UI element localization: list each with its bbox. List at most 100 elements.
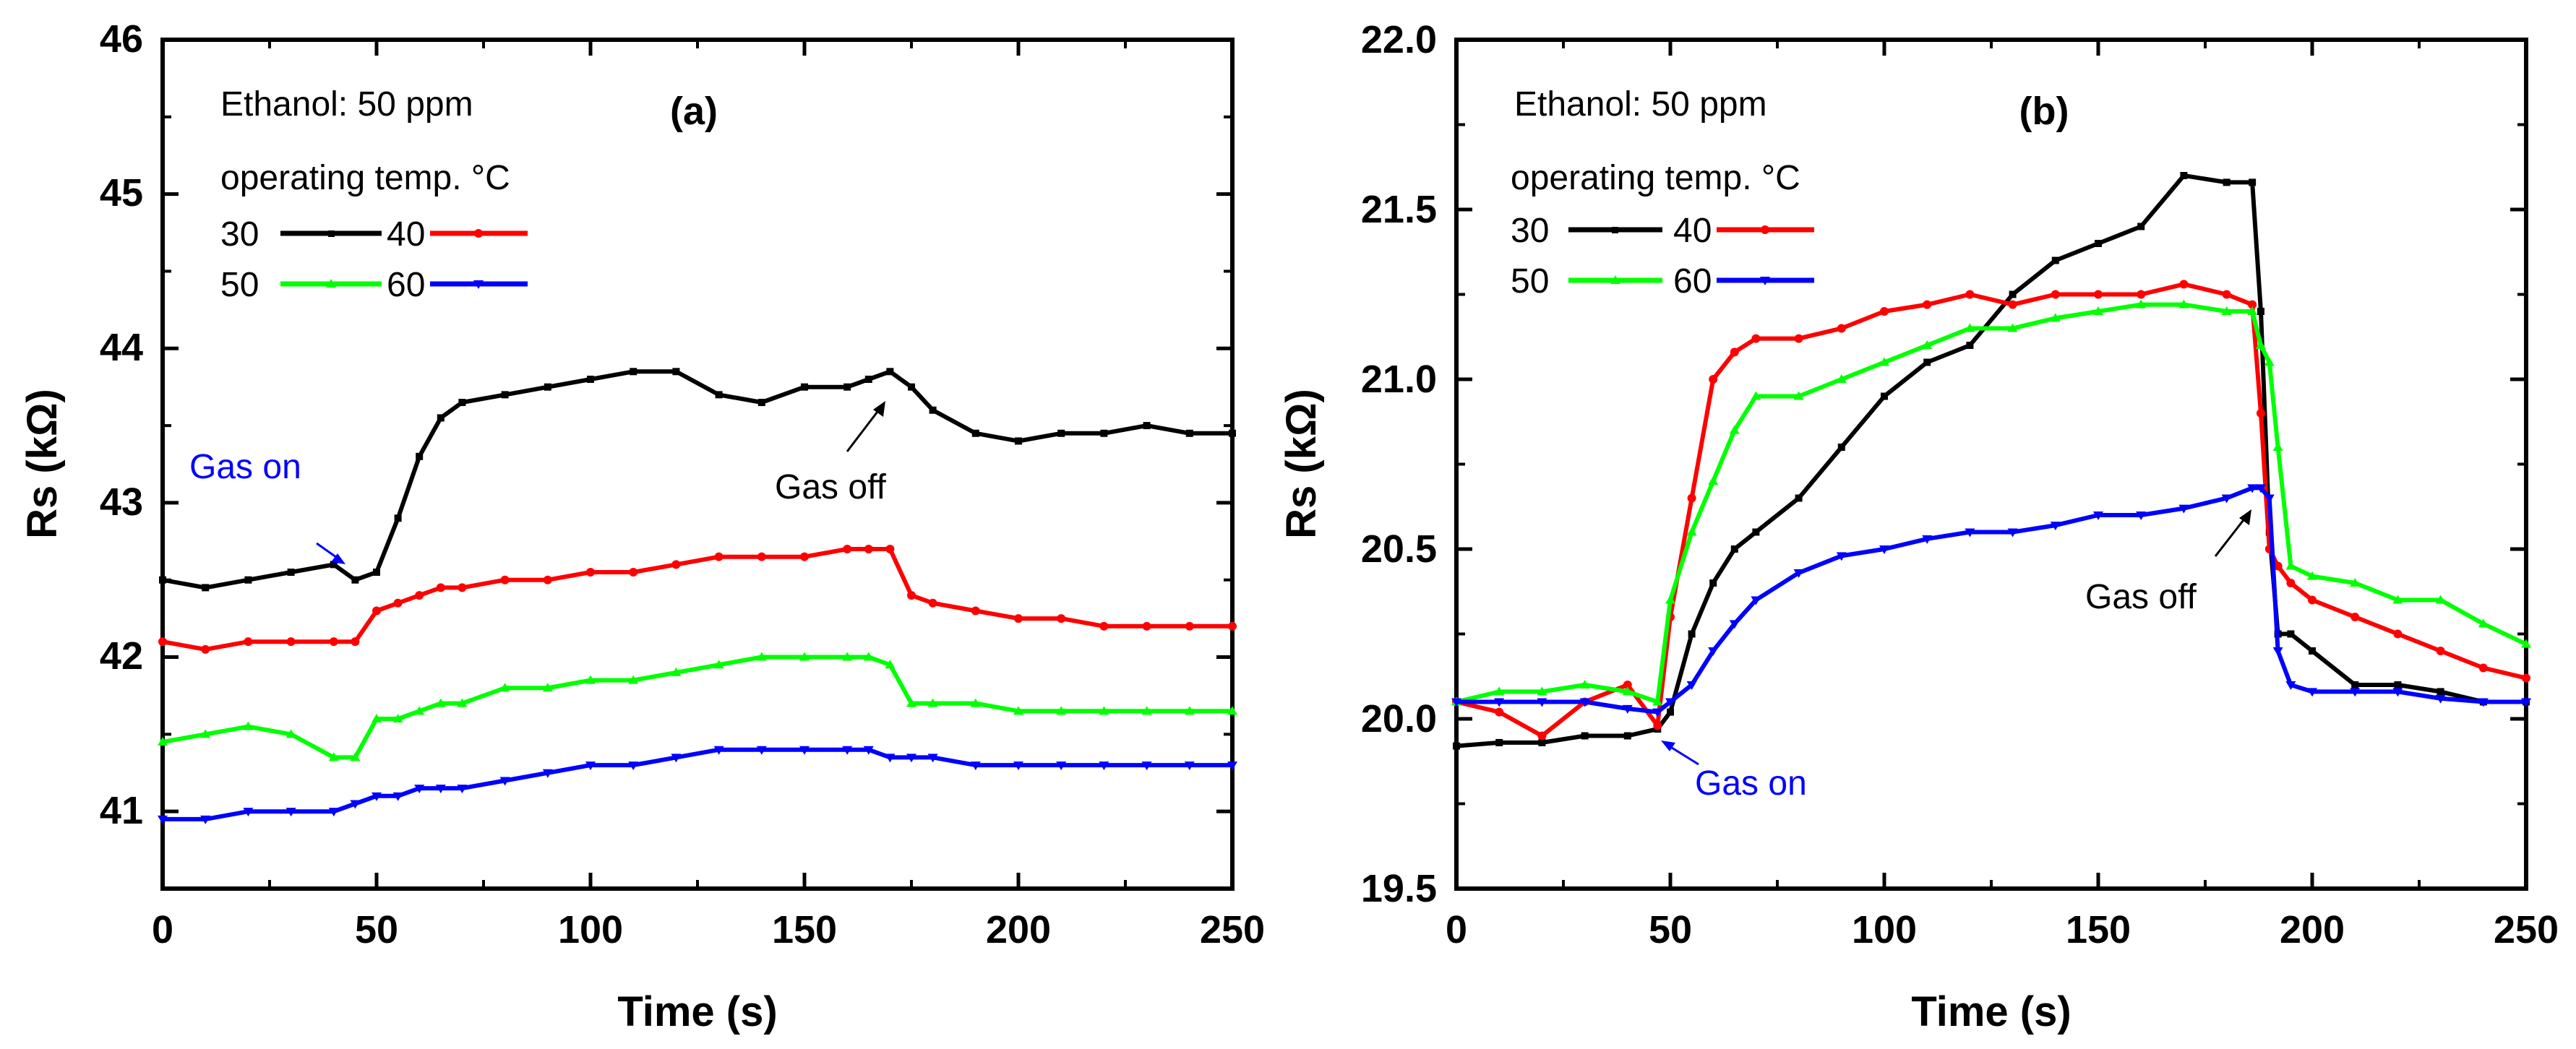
data-point [2050, 522, 2061, 531]
data-point [2435, 694, 2446, 704]
data-point [2221, 306, 2232, 315]
data-point [2272, 442, 2283, 451]
data-point [863, 746, 874, 755]
data-point [1056, 761, 1067, 771]
data-point [927, 754, 938, 763]
series-40 [158, 545, 1237, 654]
data-point [499, 683, 510, 692]
data-point [501, 391, 509, 399]
legend-entry-40: 40 [1673, 212, 1814, 250]
data-point [2221, 494, 2232, 504]
data-point [713, 660, 724, 669]
data-point [158, 737, 168, 746]
data-point [2350, 688, 2361, 697]
data-point [2285, 681, 2296, 690]
y-tick-labels: 19.5 20.0 20.5 21.0 21.5 22.0 [1361, 18, 1437, 910]
data-point [415, 591, 424, 600]
legend-marker [1612, 227, 1618, 233]
series-30 [1453, 172, 2530, 750]
series-line [162, 369, 1232, 590]
data-point [2007, 323, 2018, 332]
data-point [672, 368, 680, 376]
data-point [543, 575, 552, 584]
data-point [1922, 340, 1933, 349]
x-tick-label: 150 [772, 908, 837, 951]
data-point [757, 552, 766, 561]
panel-label: (a) [670, 90, 718, 133]
data-point [2249, 178, 2257, 186]
data-point [2136, 299, 2147, 308]
data-point [1142, 621, 1151, 631]
data-point [2223, 178, 2231, 186]
data-point [630, 368, 637, 376]
data-point [864, 376, 872, 383]
data-point [2307, 571, 2317, 580]
x-tick-label: 0 [1446, 908, 1467, 951]
legend-label: 60 [387, 266, 425, 304]
y-tick-label: 46 [100, 17, 143, 61]
legend-marker [474, 229, 483, 238]
x-tick-label: 150 [2066, 908, 2131, 951]
data-point [628, 761, 639, 771]
data-point [1709, 579, 1717, 587]
data-point [1653, 721, 1662, 730]
data-point [1227, 761, 1237, 771]
legend-title: operating temp. °C [220, 159, 510, 197]
series-line [1456, 485, 2526, 715]
data-point [2257, 308, 2264, 315]
data-point [351, 637, 360, 647]
legend-marker [326, 279, 336, 288]
series-layer [158, 368, 1237, 824]
data-point [1622, 686, 1633, 696]
data-point [907, 591, 916, 600]
data-point [1793, 391, 1804, 400]
data-point [350, 752, 361, 761]
data-point [2394, 681, 2402, 688]
data-point [885, 754, 896, 763]
data-point [2178, 299, 2189, 308]
data-point [1013, 706, 1023, 715]
data-point [1730, 347, 1739, 357]
chart-panel-b: 0 50 100 150 200 250 19.5 20.0 20.5 21.0… [1278, 18, 2559, 1035]
data-point [2050, 313, 2061, 322]
legend-label: 60 [1673, 262, 1712, 301]
legend-entry-60: 60 [1673, 262, 1814, 301]
gas-on-annotation: Gas on [1661, 741, 1807, 803]
data-point [437, 414, 445, 422]
legend-label: 50 [220, 266, 259, 304]
data-point [1687, 493, 1696, 503]
data-point [715, 391, 723, 399]
data-point [2392, 688, 2403, 697]
data-point [2287, 630, 2295, 638]
data-point [1836, 374, 1847, 383]
data-point [671, 560, 681, 569]
data-point [1708, 647, 1719, 656]
y-tick-label: 19.5 [1361, 867, 1437, 910]
x-tick-label: 50 [355, 908, 398, 951]
data-point [1537, 731, 1547, 741]
data-point [885, 545, 895, 553]
legend-marker [1760, 277, 1770, 285]
legend-marker [1761, 225, 1769, 234]
data-point [628, 675, 639, 684]
gas-off-arrow [846, 405, 883, 452]
y-tick-label: 43 [100, 480, 143, 524]
data-point [799, 652, 810, 661]
data-point [2478, 663, 2488, 673]
gas-off-arrowhead [873, 401, 885, 417]
data-point [2522, 673, 2530, 683]
legend-entry-50: 50 [220, 266, 382, 304]
data-point [671, 667, 682, 676]
gas-off-arrow [2214, 514, 2249, 557]
data-point [906, 754, 916, 763]
y-tick-label: 20.5 [1361, 527, 1437, 571]
data-point [1752, 528, 1760, 536]
x-tick-label: 200 [2280, 908, 2345, 951]
data-point [1581, 732, 1589, 740]
data-point [1537, 686, 1547, 696]
data-point [2247, 306, 2258, 315]
data-point [2286, 579, 2296, 587]
data-point [842, 746, 853, 755]
x-axis-title: Time (s) [1911, 988, 2071, 1035]
data-point [1751, 596, 1761, 605]
